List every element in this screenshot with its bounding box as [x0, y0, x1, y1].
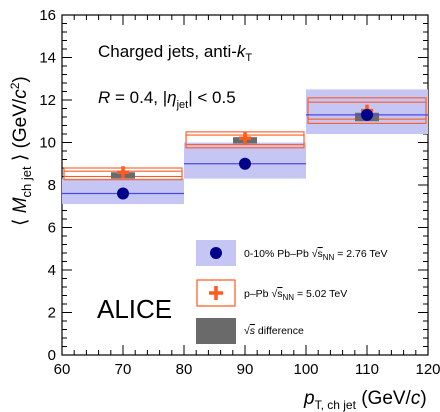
y-tick-label: 2 — [48, 305, 56, 322]
experiment-label: ALICE — [97, 294, 172, 324]
x-tick-label: 90 — [237, 361, 254, 378]
x-tick-label: 100 — [293, 361, 318, 378]
legend-pbpb-label: 0-10% Pb–Pb √sNN = 2.76 TeV — [244, 248, 388, 262]
y-tick-label: 8 — [48, 177, 56, 194]
x-tick-label: 120 — [415, 361, 440, 378]
pbpb-data-point — [361, 108, 373, 121]
y-axis-label: ⟨ Mch jet ⟩ (GeV/c2) — [8, 76, 34, 226]
y-tick-label: 12 — [39, 92, 56, 109]
legend-ppb-box — [196, 279, 236, 307]
y-tick-label: 6 — [48, 220, 56, 237]
x-axis-label: pT, ch jet (GeV/c) — [303, 388, 427, 412]
ppb-data-point — [117, 166, 129, 179]
y-tick-label: 14 — [39, 50, 56, 67]
annotation-jet-definition: Charged jets, anti-kT — [98, 42, 252, 64]
pbpb-data-point — [239, 157, 251, 170]
axis-tick-labels: 60 70 80 90 100 110 120 0 2 4 6 8 10 12 14 16 — [39, 7, 440, 378]
legend-diff-label: √s difference — [244, 325, 304, 337]
legend-pbpb-marker — [210, 247, 222, 259]
y-tick-label: 16 — [39, 7, 56, 24]
x-tick-label: 110 — [355, 361, 379, 378]
legend-diff-box — [196, 318, 236, 344]
data-layer — [62, 89, 428, 205]
y-tick-label: 4 — [48, 262, 56, 279]
x-tick-label: 60 — [54, 361, 71, 378]
legend-ppb-label: p–Pb √sNN = 5.02 TeV — [244, 288, 347, 302]
x-tick-label: 70 — [115, 361, 132, 378]
annotation-jet-radius: R = 0.4, |ηjet| < 0.5 — [98, 88, 236, 111]
x-tick-label: 80 — [176, 361, 193, 378]
ppb-data-point — [239, 132, 251, 145]
y-tick-label: 10 — [39, 135, 56, 152]
y-tick-label: 0 — [48, 347, 56, 364]
legend: 0-10% Pb–Pb √sNN = 2.76 TeV p–Pb √sNN = … — [196, 240, 388, 344]
pbpb-data-point — [117, 187, 129, 200]
legend-ppb-marker — [209, 286, 223, 300]
